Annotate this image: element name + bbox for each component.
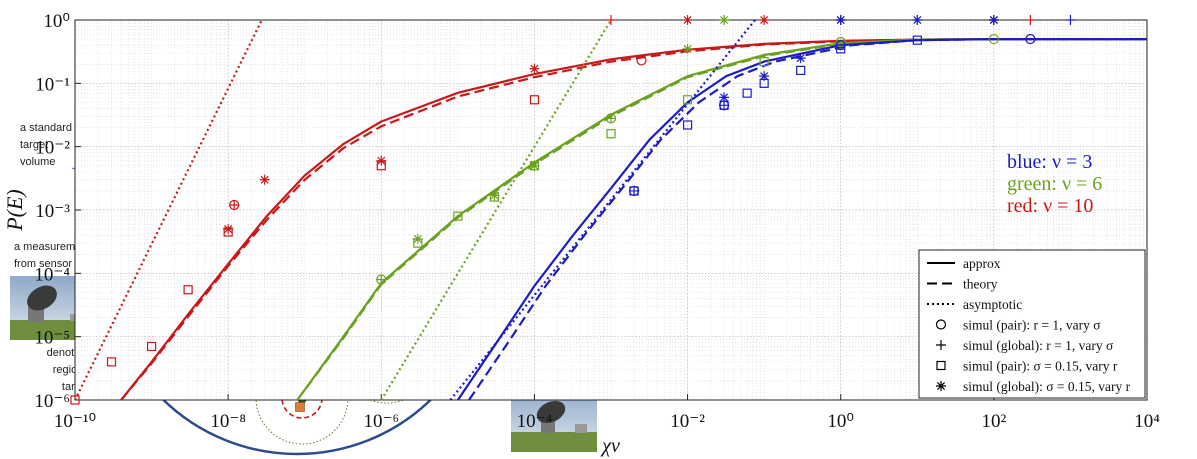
y-tick-label: 10⁻⁶ <box>34 391 70 412</box>
y-tick-label: 10⁻³ <box>35 201 70 222</box>
figure: a standardtargetvolumevolume ofspace whe… <box>0 0 1197 459</box>
x-axis-label: χν <box>600 435 620 457</box>
x-tick-label: 10⁻⁶ <box>363 411 399 432</box>
legend-label: asymptotic <box>963 297 1022 312</box>
y-axis-label: P(E) <box>2 189 27 232</box>
y-tick-label: 10⁻⁴ <box>34 264 70 285</box>
data-point <box>683 44 693 54</box>
data-point <box>683 15 693 25</box>
data-point <box>529 64 539 74</box>
data-point <box>489 190 499 200</box>
legend-swatch <box>936 381 946 391</box>
y-tick-label: 10⁻² <box>35 138 70 159</box>
data-point <box>836 15 846 25</box>
y-tick-label: 10⁻⁵ <box>34 328 70 349</box>
data-point <box>796 53 806 63</box>
x-tick-label: 10⁻⁸ <box>210 411 246 432</box>
y-tick-label: 10⁻¹ <box>35 74 70 95</box>
legend-label: simul (global): σ = 0.15, vary r <box>963 379 1131 394</box>
page: a standardtargetvolumevolume ofspace whe… <box>0 0 1197 459</box>
x-tick-label: 10⁴ <box>1134 411 1160 432</box>
sensor1-measurement <box>296 403 305 412</box>
data-point <box>529 161 539 171</box>
chart: 10⁻¹⁰ 10⁻⁸ 10⁻⁶ 10⁻⁴ 10⁻² 10⁰ 10² 10⁴ 10⁻⁶ 10⁻⁵ 10… <box>2 11 1160 457</box>
annotation: blue: ν = 3 <box>1007 151 1092 173</box>
data-point <box>223 224 233 234</box>
legend-label: theory <box>963 277 998 292</box>
legend-label: simul (global): r = 1, vary σ <box>963 338 1114 353</box>
data-point <box>759 15 769 25</box>
x-tick-label: 10² <box>982 411 1007 432</box>
data-point <box>759 71 769 81</box>
data-point <box>260 175 270 185</box>
data-point <box>912 15 922 25</box>
x-tick-label: 10⁻⁴ <box>517 411 553 432</box>
annotation: red: ν = 10 <box>1007 195 1093 217</box>
x-tick-label: 10⁻² <box>670 411 705 432</box>
data-point <box>413 234 423 244</box>
x-tick-label: 10⁰ <box>827 411 854 432</box>
legend-label: approx <box>963 256 1001 271</box>
data-point <box>376 156 386 166</box>
data-point <box>719 92 729 102</box>
legend-label: simul (pair): σ = 0.15, vary r <box>963 359 1118 374</box>
annotation: green: ν = 6 <box>1007 173 1102 195</box>
y-tick-label: 10⁰ <box>43 11 70 32</box>
x-tick-label: 10⁻¹⁰ <box>54 411 96 432</box>
diagram-label: a standard <box>20 122 72 134</box>
data-point <box>719 15 729 25</box>
data-point <box>989 15 999 25</box>
legend-label: simul (pair): r = 1, vary σ <box>963 318 1101 333</box>
